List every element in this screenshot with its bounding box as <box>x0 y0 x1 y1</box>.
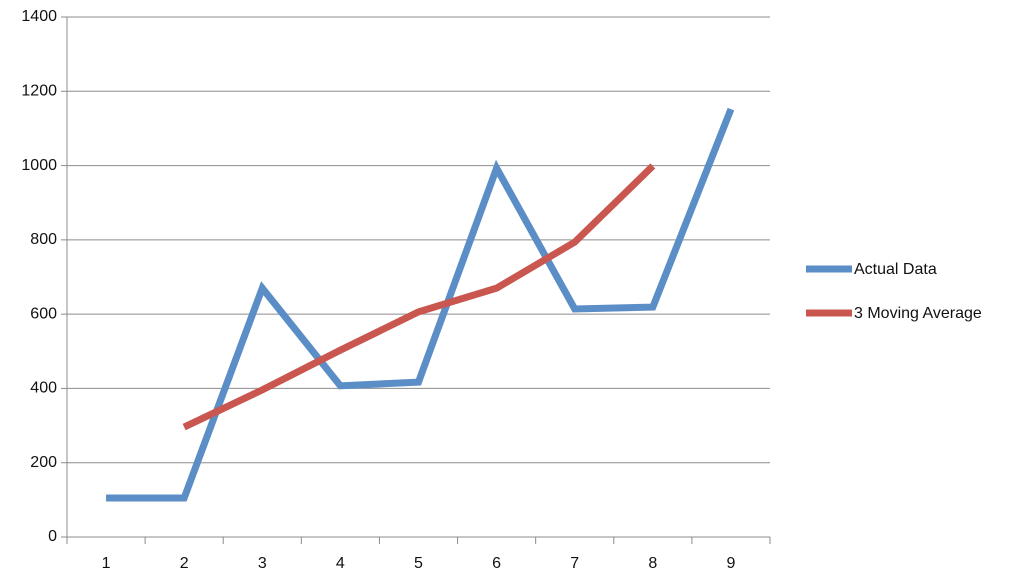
series-line <box>182 163 656 431</box>
x-tick-label: 4 <box>336 555 345 572</box>
y-tick-label: 600 <box>30 305 57 322</box>
y-tick-label: 1400 <box>21 8 57 25</box>
x-tick-label: 2 <box>180 555 189 572</box>
series-line <box>106 107 735 502</box>
x-tick-label: 7 <box>570 555 579 572</box>
x-tick-label: 8 <box>648 555 657 572</box>
y-tick-label: 800 <box>30 231 57 248</box>
legend-label: Actual Data <box>854 261 937 278</box>
y-tick-label: 1000 <box>21 157 57 174</box>
y-tick-label: 400 <box>30 380 57 397</box>
x-tick-label: 3 <box>258 555 267 572</box>
y-tick-label: 200 <box>30 454 57 471</box>
y-tick-label: 0 <box>48 528 57 545</box>
x-tick-label: 1 <box>102 555 111 572</box>
legend-label: 3 Moving Average <box>854 305 982 322</box>
x-tick-label: 5 <box>414 555 423 572</box>
x-tick-label: 9 <box>726 555 735 572</box>
x-tick-label: 6 <box>492 555 501 572</box>
y-tick-label: 1200 <box>21 83 57 100</box>
